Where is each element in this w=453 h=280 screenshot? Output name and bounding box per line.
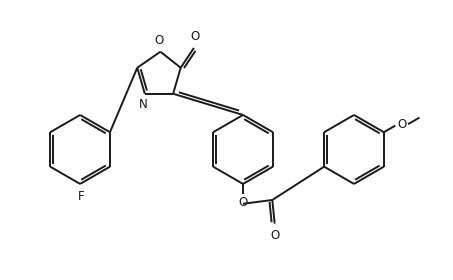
Text: O: O (239, 196, 248, 209)
Text: N: N (139, 99, 148, 111)
Text: O: O (397, 118, 406, 131)
Text: O: O (155, 34, 164, 46)
Text: O: O (190, 30, 199, 43)
Text: O: O (270, 229, 280, 242)
Text: F: F (78, 190, 84, 203)
